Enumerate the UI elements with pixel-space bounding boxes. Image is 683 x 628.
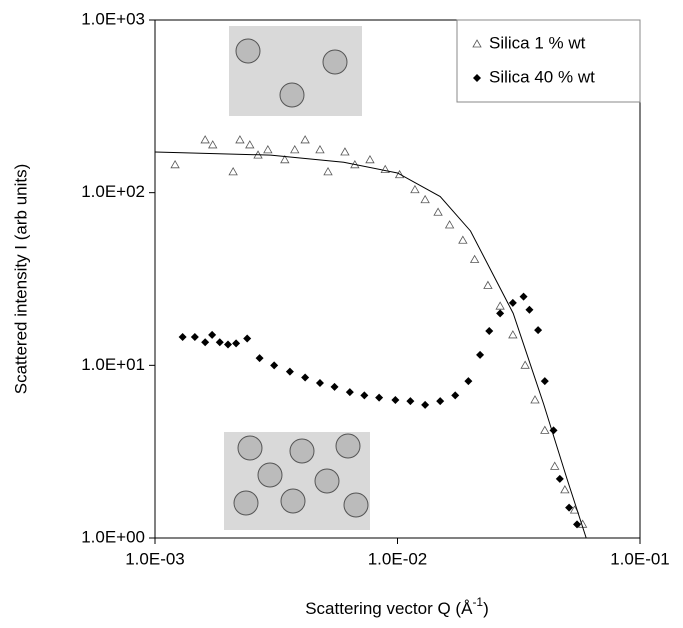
x-tick-label: 1.0E-02 (368, 549, 428, 568)
x-label-sup: -1 (472, 595, 483, 609)
triangle-point (469, 254, 480, 263)
triangle-point (323, 167, 333, 176)
diamond-point (201, 338, 210, 347)
legend-box (456, 19, 641, 103)
diamond-point (534, 326, 543, 335)
triangle-point (263, 145, 273, 154)
y-tick-label: 1.0E+02 (81, 182, 145, 201)
diamond-point (232, 339, 241, 348)
y-tick-label: 1.0E+01 (81, 355, 145, 374)
diamond-point (496, 309, 505, 318)
diamond-point (485, 327, 494, 336)
diamond-point (270, 361, 279, 370)
x-label-main: Scattering vector Q (Å (305, 599, 473, 618)
triangle-point (550, 461, 560, 470)
diamond-point (406, 397, 415, 406)
diamond-point (330, 382, 339, 391)
x-label-end: ) (483, 599, 489, 618)
triangle-point (458, 235, 468, 244)
diamond-point (476, 350, 485, 359)
triangle-point (420, 194, 430, 204)
diamond-point (178, 332, 187, 341)
diamond-point (190, 332, 199, 341)
x-tick-label: 1.0E-01 (610, 549, 670, 568)
triangle-point (340, 147, 350, 156)
triangle-point (444, 220, 455, 229)
x-tick-label: 1.0E-03 (125, 549, 185, 568)
diamond-point (525, 305, 534, 314)
legend-label: Silica 1 % wt (489, 33, 586, 52)
inset-dense-particles (233, 433, 369, 518)
triangle-point (495, 301, 505, 310)
x-axis-label: Scattering vector Q (Å-1) (305, 595, 489, 618)
triangle-point (280, 154, 290, 164)
diamond-point (208, 330, 217, 339)
diamond-point (360, 391, 369, 400)
y-tick-label: 1.0E+00 (81, 527, 145, 546)
triangle-point (290, 145, 300, 154)
diamond-point (243, 334, 252, 343)
triangle-point (245, 140, 255, 149)
triangle-point (560, 485, 570, 494)
triangle-point (472, 39, 482, 48)
diamond-point (573, 520, 582, 529)
diamond-point (473, 74, 481, 82)
diamond-point (451, 391, 460, 400)
diamond-point (215, 338, 224, 347)
legend: Silica 1 % wt Silica 40 % wt (456, 19, 641, 103)
triangle-point (228, 167, 238, 176)
inset-dilute-particles (235, 38, 348, 108)
triangle-point (200, 135, 210, 144)
triangle-point (530, 395, 540, 404)
triangle-point (394, 169, 405, 179)
diamond-point (436, 397, 445, 406)
triangle-point (433, 207, 443, 216)
triangle-point (208, 140, 218, 149)
diamond-point (464, 377, 473, 386)
diamond-point (301, 373, 310, 382)
diamond-point (315, 379, 324, 388)
triangle-point (410, 184, 420, 194)
diamond-point (555, 474, 564, 483)
diamond-point (540, 377, 549, 386)
triangle-point (540, 425, 550, 434)
diamond-point (519, 292, 528, 301)
y-tick-label: 1.0E+03 (81, 9, 145, 28)
fit-line (154, 151, 587, 539)
triangle-point (483, 280, 493, 289)
triangle-point (235, 135, 245, 144)
triangle-point (365, 154, 375, 164)
triangle-point (508, 330, 518, 339)
triangle-point (520, 360, 530, 369)
legend-label: Silica 40 % wt (489, 67, 595, 86)
triangle-point (315, 145, 325, 154)
diamond-point (375, 393, 384, 402)
triangle-point (380, 164, 390, 174)
y-axis-label: Scattered intensity I (arb units) (11, 164, 30, 395)
diamond-point (565, 503, 574, 512)
triangle-point (170, 159, 180, 169)
diamond-point (421, 400, 430, 409)
diamond-point (285, 367, 294, 376)
triangle-point (300, 135, 310, 144)
diamond-point (255, 354, 264, 363)
diamond-point (391, 395, 400, 404)
diamond-point (345, 388, 354, 397)
diamond-point (508, 298, 517, 307)
diamond-point (223, 340, 232, 349)
